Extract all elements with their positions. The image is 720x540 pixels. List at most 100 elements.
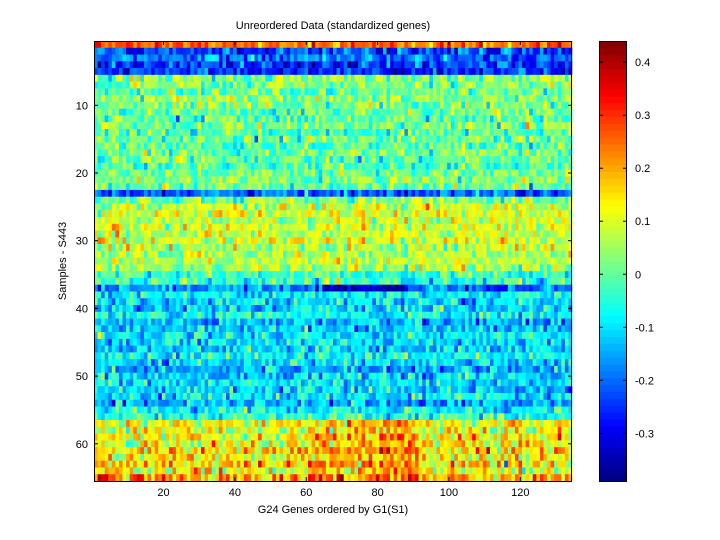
heatmap-cell [354,54,359,62]
heatmap-cell [183,277,188,285]
heatmap-cell [454,95,459,103]
heatmap-cell [354,61,359,69]
heatmap-cell [101,217,105,225]
heatmap-cell [190,74,195,82]
heatmap-cell [115,210,120,218]
heatmap-cell [450,162,455,170]
heatmap-cell [550,115,555,123]
heatmap-cell [293,156,298,164]
heatmap-cell [447,108,452,116]
heatmap-cell [336,176,341,184]
heatmap-cell [315,196,320,204]
heatmap-cell [365,81,369,89]
heatmap-cell [250,284,255,292]
heatmap-cell [104,257,109,265]
heatmap-cell [233,129,237,137]
heatmap-cell [304,129,309,137]
heatmap-cell [468,74,473,82]
heatmap-cell [507,95,512,103]
heatmap-cell [272,217,277,225]
heatmap-cell [197,217,202,225]
heatmap-cell [250,142,255,150]
heatmap-cell [293,142,298,150]
heatmap-cell [154,237,159,245]
heatmap-cell [432,47,437,55]
heatmap-cell [529,101,534,109]
heatmap-cell [493,203,498,211]
heatmap-cell [265,61,270,69]
heatmap-cell [554,230,559,238]
heatmap-cell [504,176,509,184]
heatmap-cell [461,129,466,137]
heatmap-cell [432,142,437,150]
heatmap-cell [183,115,188,123]
heatmap-cell [322,196,327,204]
heatmap-cell [514,41,519,49]
heatmap-cell [243,183,248,191]
heatmap-cell [425,61,430,69]
heatmap-cell [393,250,398,258]
heatmap-cell [247,189,252,197]
heatmap-cell [464,47,469,55]
heatmap-cell [329,156,334,164]
heatmap-cell [343,47,348,55]
heatmap-cell [397,271,402,279]
heatmap-cell [529,74,534,82]
heatmap-cell [233,257,237,265]
heatmap-cell [154,142,159,150]
heatmap-cell [254,129,259,137]
heatmap-cell [211,169,216,177]
heatmap-cell [550,217,555,225]
heatmap-cell [204,142,209,150]
heatmap-cell [225,189,230,197]
heatmap-cell [243,142,248,150]
heatmap-cell [382,68,387,76]
heatmap-cell [347,223,352,231]
heatmap-cell [529,230,534,238]
heatmap-cell [390,210,394,218]
heatmap-cell [497,176,501,184]
heatmap-cell [450,68,455,76]
heatmap-cell [461,250,466,258]
heatmap-cell [275,169,280,177]
heatmap-cell [286,277,291,285]
heatmap-cell [361,95,366,103]
heatmap-cell [379,149,384,157]
heatmap-cell [475,81,480,89]
heatmap-cell [340,122,344,130]
heatmap-cell [225,250,230,258]
heatmap-cell [400,88,405,96]
heatmap-cell [429,257,434,265]
heatmap-cell [176,203,180,211]
heatmap-cell [543,176,548,184]
heatmap-cell [386,41,391,49]
heatmap-cell [325,101,330,109]
heatmap-cell [311,257,316,265]
heatmap-cell [468,81,473,89]
heatmap-cell [539,257,544,265]
heatmap-cell [215,210,220,218]
heatmap-cell [265,129,270,137]
heatmap-cell [261,115,266,123]
heatmap-cell [115,68,120,76]
heatmap-cell [218,101,223,109]
heatmap-cell [415,47,419,55]
heatmap-cell [382,108,387,116]
heatmap-cell [318,169,323,177]
heatmap-cell [243,115,248,123]
heatmap-cell [250,169,255,177]
heatmap-cell [393,183,398,191]
heatmap-cell [425,277,430,285]
heatmap-cell [375,74,380,82]
heatmap-cell [101,115,105,123]
heatmap-cell [168,169,173,177]
heatmap-cell [461,176,466,184]
heatmap-cell [415,284,419,292]
heatmap-cell [425,203,430,211]
heatmap-cell [208,54,213,62]
heatmap-cell [529,217,534,225]
heatmap-cell [482,142,487,150]
heatmap-cell [204,129,209,137]
heatmap-cell [201,81,205,89]
heatmap-cell [133,230,138,238]
